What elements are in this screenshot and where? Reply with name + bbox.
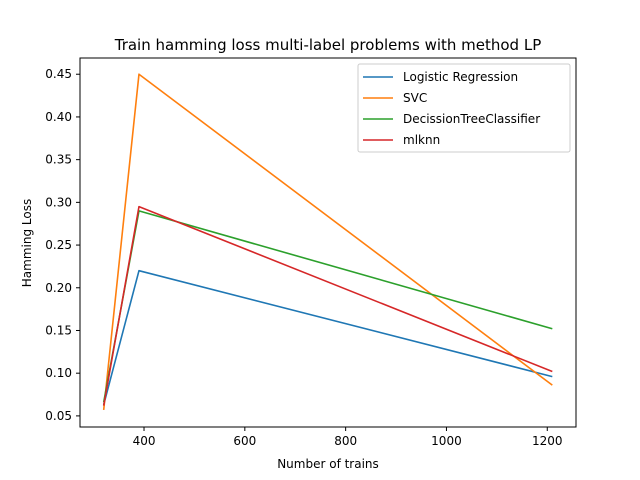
legend: Logistic Regression SVC DecissionTreeClass… <box>357 63 571 153</box>
y-tick-label: 0.05 <box>45 409 72 423</box>
plot-border <box>79 57 577 428</box>
series-line-1 <box>102 73 553 411</box>
x-tick-label: 1000 <box>431 434 462 448</box>
y-tick-label: 0.35 <box>45 153 72 167</box>
legend-label-2: DecissionTreeClassifier <box>403 112 540 126</box>
y-axis-label: Hamming Loss <box>20 199 34 287</box>
x-axis-label: Number of trains <box>277 457 379 471</box>
legend-label-3: mlknn <box>403 133 440 147</box>
y-tick-label: 0.20 <box>45 281 72 295</box>
y-tick-label: 0.25 <box>45 238 72 252</box>
series-layer <box>102 73 553 411</box>
legend-label-1: SVC <box>403 91 427 105</box>
y-axis: 0.05 0.10 0.15 0.20 0.25 0.30 0.35 0.40 0.45 <box>45 67 80 423</box>
legend-label-0: Logistic Regression <box>403 70 518 84</box>
chart-title: Train hamming loss multi-label problems … <box>114 36 542 54</box>
x-axis: 400 600 800 1000 1200 <box>133 427 563 448</box>
x-tick-label: 1200 <box>532 434 563 448</box>
y-tick-label: 0.30 <box>45 195 72 209</box>
x-tick-label: 600 <box>233 434 256 448</box>
y-tick-label: 0.10 <box>45 366 72 380</box>
y-tick-label: 0.15 <box>45 323 72 337</box>
y-tick-label: 0.45 <box>45 67 72 81</box>
series-line-0 <box>102 269 553 405</box>
x-tick-label: 400 <box>133 434 156 448</box>
x-tick-label: 800 <box>334 434 357 448</box>
series-line-3 <box>102 205 553 406</box>
y-tick-label: 0.40 <box>45 110 72 124</box>
legend-box <box>357 63 571 153</box>
